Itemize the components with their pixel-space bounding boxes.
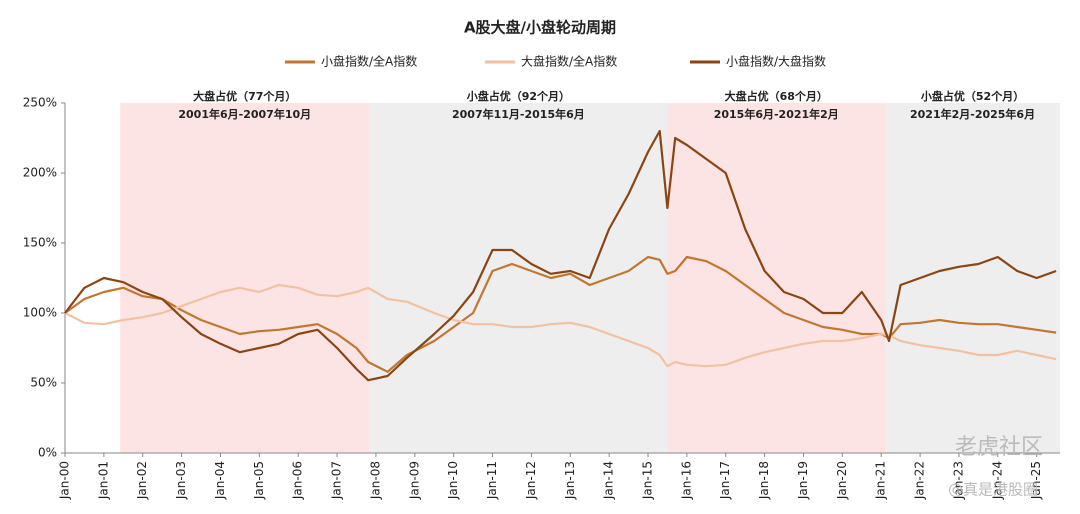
region-period: 2007年11月-2015年6月 [452,107,585,121]
series-line [64,129,1057,382]
x-tick-label: Jan-14 [602,461,616,500]
legend-label: 小盘指数/全A指数 [321,54,417,69]
x-tick-label: Jan-15 [641,461,655,500]
region [885,103,1060,453]
legend-label: 大盘指数/全A指数 [521,54,617,69]
legend-label: 小盘指数/大盘指数 [726,54,826,69]
region-label: 大盘占优（77个月） [193,89,296,103]
x-tick-label: Jan-17 [718,461,732,500]
region-period: 2001年6月-2007年10月 [178,107,311,121]
x-tick-label: Jan-16 [679,461,693,500]
y-tick-label: 100% [23,306,57,320]
x-tick-label: Jan-03 [174,461,188,500]
region [120,103,370,453]
region-label: 小盘占优（52个月） [920,89,1024,103]
x-tick-label: Jan-05 [252,461,266,500]
y-tick-label: 200% [23,166,57,180]
x-tick-label: Jan-21 [874,461,888,500]
x-tick-label: Jan-13 [563,461,577,500]
x-tick-label: Jan-25 [1029,461,1043,500]
x-tick-label: Jan-19 [796,461,810,500]
watermark: @真是港股圈 [948,481,1038,499]
y-tick-label: 250% [23,96,57,110]
x-tick-label: Jan-01 [96,461,110,500]
x-tick-label: Jan-22 [913,461,927,500]
x-tick-label: Jan-24 [990,461,1004,500]
y-tick-label: 150% [23,236,57,250]
y-tick-label: 50% [30,376,57,390]
region-label: 小盘占优（92个月） [466,89,570,103]
x-tick-label: Jan-06 [291,461,305,500]
x-tick-label: Jan-00 [58,461,72,500]
x-tick-label: Jan-20 [835,461,849,500]
chart-title: A股大盘/小盘轮动周期 [464,19,616,37]
x-tick-label: Jan-04 [213,461,227,500]
y-tick-label: 0% [38,446,57,460]
x-tick-label: Jan-12 [524,461,538,500]
x-tick-label: Jan-02 [135,461,149,500]
x-tick-label: Jan-18 [757,461,771,500]
region [369,103,668,453]
region-period: 2021年2月-2025年6月 [910,107,1035,121]
x-tick-label: Jan-09 [407,461,421,500]
watermark: 老虎社区 [955,435,1043,460]
series-line [64,283,1057,368]
region-label: 大盘占优（68个月） [725,89,828,103]
region [667,103,886,453]
x-tick-label: Jan-11 [485,461,499,500]
x-tick-label: Jan-07 [330,461,344,500]
x-tick-label: Jan-08 [368,461,382,500]
x-tick-label: Jan-23 [951,461,965,500]
x-tick-label: Jan-10 [446,461,460,500]
region-period: 2015年6月-2021年2月 [714,107,839,121]
